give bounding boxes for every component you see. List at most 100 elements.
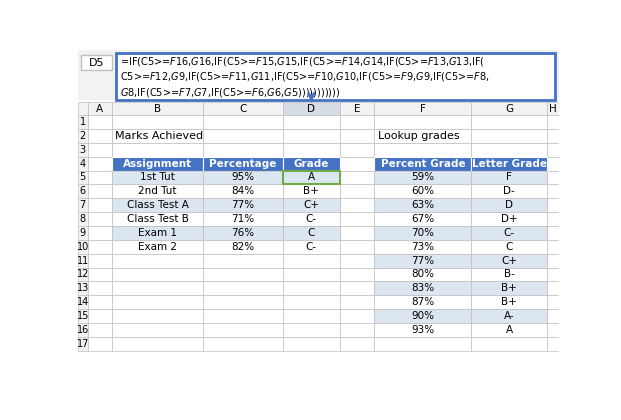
Bar (547, 157, 559, 171)
Bar (471, 198, 547, 212)
Text: Letter Grade: Letter Grade (472, 159, 547, 168)
Bar (88, 212, 112, 226)
Text: E: E (354, 104, 360, 113)
Text: C-: C- (306, 214, 317, 224)
Bar (340, 102, 374, 115)
Bar (374, 309, 471, 323)
Text: 3: 3 (79, 145, 86, 155)
Bar (283, 143, 340, 157)
Bar (471, 295, 547, 309)
Bar (471, 268, 547, 281)
Bar (78, 198, 88, 212)
Bar (78, 323, 88, 337)
Bar (203, 171, 283, 184)
Bar (78, 102, 559, 351)
Bar (203, 337, 283, 351)
Text: Class Test B: Class Test B (127, 214, 188, 224)
Bar (78, 268, 88, 281)
Text: B+: B+ (501, 284, 517, 293)
Bar (283, 171, 340, 184)
Bar (78, 281, 88, 295)
Bar (471, 143, 547, 157)
Bar (374, 323, 471, 337)
Bar (471, 129, 547, 143)
Bar (203, 254, 283, 268)
Text: B+: B+ (304, 186, 319, 196)
Bar (471, 157, 547, 171)
Bar (203, 143, 283, 157)
Text: 12: 12 (76, 270, 89, 279)
Bar (374, 157, 471, 171)
Text: 84%: 84% (232, 186, 255, 196)
Text: 7: 7 (79, 200, 86, 210)
Bar (203, 281, 283, 295)
Bar (471, 295, 547, 309)
Bar (283, 198, 340, 212)
Bar (374, 240, 471, 254)
Bar (78, 115, 88, 129)
Text: Marks Achieved: Marks Achieved (115, 131, 203, 141)
Bar (547, 198, 559, 212)
Text: 59%: 59% (411, 173, 435, 182)
Text: A: A (308, 173, 315, 182)
Bar (547, 102, 559, 115)
Bar (88, 184, 112, 198)
Text: C+: C+ (501, 256, 517, 265)
Bar (374, 102, 471, 115)
Bar (78, 129, 88, 143)
Text: 17: 17 (76, 339, 89, 349)
Bar (340, 226, 374, 240)
Text: C-: C- (306, 242, 317, 252)
Bar (203, 198, 283, 212)
Bar (374, 295, 471, 309)
Bar (283, 184, 340, 198)
Bar (78, 226, 88, 240)
Bar (340, 171, 374, 184)
Bar (471, 309, 547, 323)
Bar (112, 102, 203, 115)
Bar (547, 212, 559, 226)
Bar (88, 157, 112, 171)
Bar (203, 323, 283, 337)
Bar (283, 240, 340, 254)
Bar (340, 337, 374, 351)
Bar (283, 226, 340, 240)
Bar (88, 115, 112, 129)
Bar (340, 129, 374, 143)
Bar (203, 212, 283, 226)
Bar (547, 309, 559, 323)
Bar (78, 171, 88, 184)
Text: 95%: 95% (232, 173, 255, 182)
Bar (283, 281, 340, 295)
Text: A: A (505, 325, 513, 335)
Bar (471, 184, 547, 198)
Bar (283, 157, 340, 171)
Bar (547, 171, 559, 184)
Bar (374, 184, 471, 198)
Bar (112, 281, 203, 295)
Bar (283, 323, 340, 337)
Text: 67%: 67% (411, 214, 435, 224)
Bar (203, 240, 283, 254)
Bar (471, 102, 547, 115)
Bar (471, 281, 547, 295)
Bar (471, 240, 547, 254)
Bar (374, 337, 471, 351)
Bar (471, 323, 547, 337)
Text: 70%: 70% (411, 228, 434, 238)
Bar (547, 295, 559, 309)
Text: A-: A- (504, 311, 515, 321)
Text: 1: 1 (79, 117, 86, 127)
Bar (88, 309, 112, 323)
Bar (374, 309, 471, 323)
Bar (374, 171, 471, 184)
Bar (88, 240, 112, 254)
Bar (471, 323, 547, 337)
Bar (340, 115, 374, 129)
Bar (203, 184, 283, 198)
Text: 9: 9 (79, 228, 86, 238)
Bar (88, 295, 112, 309)
Bar (471, 198, 547, 212)
Text: Percentage: Percentage (209, 159, 277, 168)
Bar (112, 323, 203, 337)
